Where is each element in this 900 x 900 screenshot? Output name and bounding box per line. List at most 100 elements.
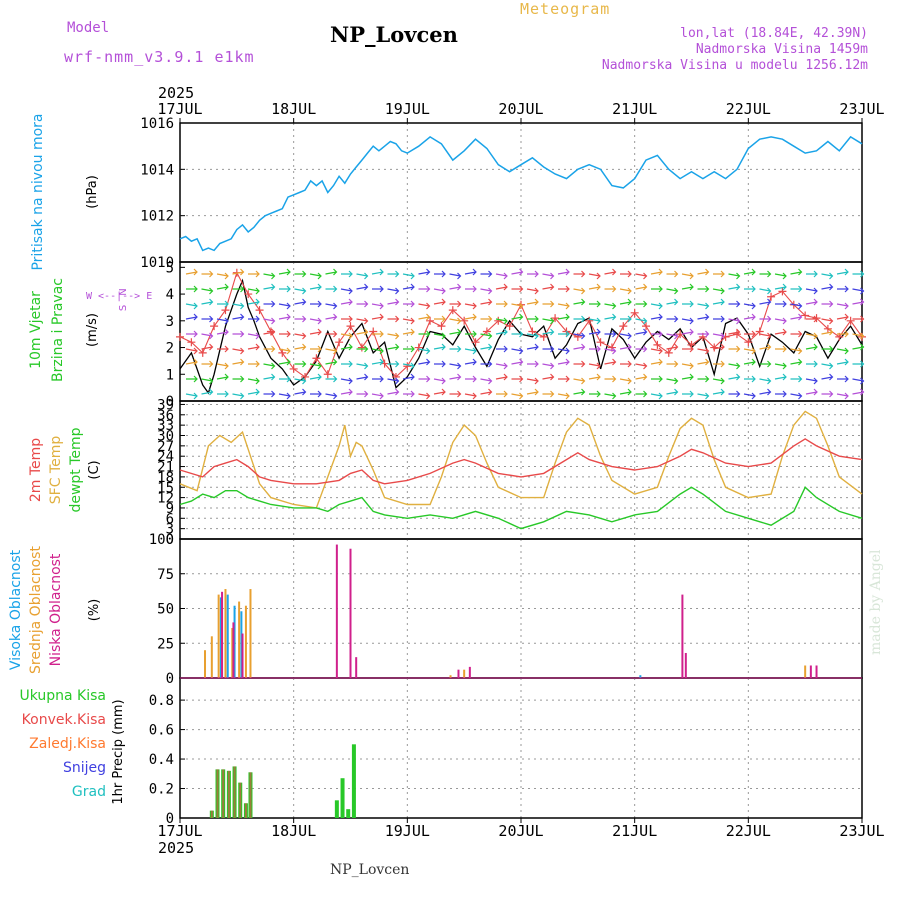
wind-direction-arrow — [247, 343, 260, 351]
wind-direction-arrow — [356, 300, 369, 308]
wind-direction-arrow — [325, 392, 338, 400]
wind-direction-arrow — [775, 390, 787, 398]
y-tick-label: 2 — [166, 341, 174, 357]
wind-direction-arrow — [278, 392, 291, 400]
temp-2m-line — [179, 438, 863, 485]
wind-direction-arrow — [852, 388, 865, 396]
wind-direction-arrow — [309, 283, 322, 291]
cloud-axis-title-mid: Srednja Oblacnost — [28, 546, 44, 674]
wind-direction-arrow — [480, 377, 493, 385]
wind-direction-arrow — [666, 332, 679, 340]
wind-direction-arrow — [744, 285, 756, 293]
y-tick-label: 75 — [157, 567, 174, 583]
panel-frame — [179, 677, 863, 819]
wind-direction-arrow — [573, 388, 586, 396]
wind-direction-arrow — [511, 302, 524, 310]
cloud-low-bar — [468, 666, 471, 678]
wind-gust-marker — [767, 292, 776, 301]
wind-gust-marker — [346, 322, 355, 331]
wind-direction-arrow — [604, 392, 617, 400]
wind-direction-arrow — [852, 315, 865, 323]
wind-direction-arrow — [573, 287, 586, 295]
y-tick-label: 0 — [166, 811, 174, 827]
wind-direction-arrow — [759, 360, 772, 368]
wind-direction-arrow — [232, 268, 245, 276]
x-tick-label-bottom: 17JUL — [157, 822, 202, 840]
wind-direction-arrow — [759, 270, 772, 278]
wind-direction-arrow — [263, 373, 276, 381]
wind-gust-marker — [357, 343, 366, 352]
wind-direction-arrow — [527, 270, 539, 278]
precip-legend-entry: Zaledj.Kisa — [29, 736, 106, 752]
wind-direction-arrow — [805, 343, 818, 351]
wind-direction-arrow — [852, 343, 865, 351]
wind-direction-arrow — [697, 358, 710, 366]
panel-frame — [179, 122, 863, 263]
wind-direction-arrow — [294, 287, 307, 295]
wind-direction-arrow — [573, 315, 586, 323]
wind-direction-arrow — [185, 268, 198, 276]
wind-direction-arrow — [713, 315, 725, 323]
y-tick-label: 25 — [157, 636, 174, 652]
wind-axis-unit: (m/s) — [85, 313, 100, 347]
wind-direction-arrow — [278, 358, 291, 366]
wind-axis-title-1: 10m Vjetar — [28, 291, 44, 369]
precip-axis-title: 1hr Precip (mm) — [111, 699, 126, 804]
wind-direction-arrow — [821, 390, 834, 398]
wind-direction-arrow — [356, 390, 369, 398]
wind-direction-arrow — [232, 392, 245, 400]
wind-direction-arrow — [247, 298, 260, 306]
wind-direction-arrow — [511, 268, 524, 276]
wind-direction-arrow — [712, 332, 725, 340]
wind-direction-arrow — [557, 392, 570, 400]
wind-direction-arrow — [573, 270, 586, 278]
wind-direction-arrow — [728, 362, 741, 370]
elevation-label: Nadmorska Visina 1459m — [695, 42, 868, 57]
y-tick-label: 39 — [157, 397, 174, 413]
wind-direction-arrow — [371, 347, 384, 355]
wind-direction-arrow — [480, 270, 493, 278]
wind-direction-arrow — [666, 343, 679, 351]
wind-direction-arrow — [697, 302, 710, 310]
wind-direction-arrow — [743, 347, 756, 355]
wind-direction-arrow — [774, 373, 787, 381]
x-tick-label-bottom: 19JUL — [385, 822, 430, 840]
wind-direction-arrow — [821, 328, 834, 336]
x-tick-label-bottom: 18JUL — [271, 822, 316, 840]
wind-direction-arrow — [418, 375, 431, 383]
x-tick-label-bottom: 23JUL — [839, 822, 884, 840]
wind-direction-arrow — [526, 343, 539, 351]
wind-direction-arrow — [232, 330, 245, 338]
wind-direction-arrow — [356, 283, 369, 291]
wind-direction-arrow — [604, 285, 617, 293]
wind-direction-arrow — [356, 272, 369, 280]
cloud-low-bar — [221, 591, 224, 678]
wind-direction-arrow — [635, 362, 648, 370]
wind-gust-marker — [301, 372, 310, 381]
wind-direction-arrow — [604, 375, 617, 383]
wind-direction-arrow — [372, 375, 384, 383]
wind-direction-arrow — [511, 358, 524, 366]
wind-direction-arrow — [635, 272, 648, 280]
wind-direction-arrow — [464, 302, 477, 310]
wind-direction-arrow — [681, 328, 694, 336]
wind-direction-arrow — [650, 302, 663, 310]
wind-direction-arrow — [836, 268, 849, 276]
wind-direction-arrow — [186, 375, 198, 383]
cloud-mid-bar — [463, 669, 466, 678]
x-tick-label-top: 23JUL — [839, 100, 884, 118]
cloud-low-bar — [809, 665, 812, 678]
wind-direction-arrow — [728, 390, 741, 398]
wind-direction-arrow — [681, 373, 694, 381]
precip-legend-entry: Grad — [72, 784, 106, 800]
wind-direction-arrow — [852, 270, 865, 278]
wind-direction-arrow — [263, 283, 276, 291]
wind-direction-arrow — [278, 268, 291, 276]
y-tick-label: 24 — [157, 449, 174, 465]
wind-direction-arrow — [573, 343, 586, 351]
cloud-mid-bar — [449, 675, 452, 678]
sfc-temp-line — [179, 410, 863, 509]
wind-direction-arrow — [666, 377, 679, 385]
wind-direction-arrow — [542, 390, 555, 398]
wind-direction-arrow — [542, 317, 555, 325]
